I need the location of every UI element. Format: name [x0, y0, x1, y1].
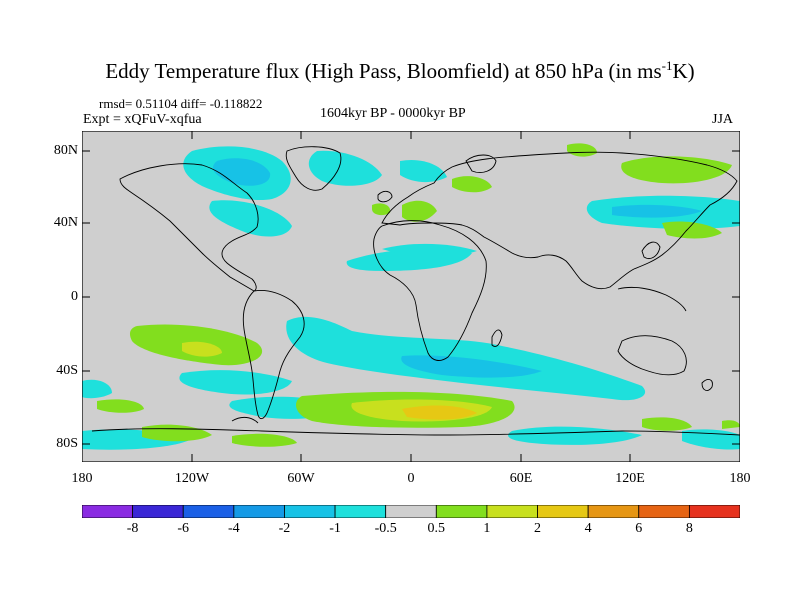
colorbar-label: 1 [483, 521, 491, 536]
colorbar-swatch [587, 505, 640, 518]
colorbar-label: -6 [177, 521, 190, 536]
lat-label-80s: 80S [56, 436, 78, 451]
lat-label-0: 0 [71, 289, 78, 304]
colorbar-swatch [233, 505, 285, 518]
lat-label-40n: 40N [53, 215, 78, 230]
colorbar-label: -2 [278, 521, 291, 536]
colorbar-label: 0.5 [427, 521, 446, 536]
plot-title: Eddy Temperature flux (High Pass, Bloomf… [105, 58, 695, 83]
lon-label-0: 0 [407, 471, 415, 486]
colorbar-label: 8 [685, 521, 693, 536]
lon-label-60w: 60W [287, 471, 315, 486]
ticks [82, 131, 740, 462]
lat-label-40s: 40S [56, 363, 78, 378]
lon-label-180e: 180 [729, 471, 751, 486]
lon-label-120w: 120W [174, 471, 210, 486]
colorbar-swatch [182, 505, 235, 518]
colorbar-swatch [486, 505, 538, 518]
anomaly-shading [82, 143, 740, 450]
lat-label-80n: 80N [53, 143, 78, 158]
colorbar-label: 2 [534, 521, 542, 536]
colorbar-label: 6 [635, 521, 643, 536]
map-panel [82, 131, 740, 462]
colorbar-label: -8 [126, 521, 139, 536]
lon-label-120e: 120E [615, 471, 645, 486]
colorbar-swatch [132, 505, 184, 518]
stats-text: rmsd= 0.51104 diff= -0.118822 [99, 96, 263, 111]
experiment-text: Expt = xQFuV-xqfua [83, 112, 202, 127]
colorbar [82, 505, 740, 518]
period-text: 1604kyr BP - 0000kyr BP [320, 106, 466, 121]
colorbar-swatch [82, 505, 134, 518]
season-text: JJA [712, 112, 734, 127]
colorbar-swatch [688, 505, 740, 518]
colorbar-label: -0.5 [374, 521, 397, 536]
lon-label-60e: 60E [509, 471, 533, 486]
colorbar-swatch [638, 505, 690, 518]
colorbar-swatch [284, 505, 336, 518]
colorbar-label: -4 [228, 521, 240, 536]
colorbar-swatch [435, 505, 488, 518]
coastlines [91, 146, 740, 436]
colorbar-label: -1 [329, 521, 341, 536]
colorbar-swatch [334, 505, 387, 518]
colorbar-swatch [385, 505, 437, 518]
colorbar-swatch [537, 505, 589, 518]
colorbar-label: 4 [584, 521, 592, 536]
lon-label-180w: 180 [71, 471, 93, 486]
